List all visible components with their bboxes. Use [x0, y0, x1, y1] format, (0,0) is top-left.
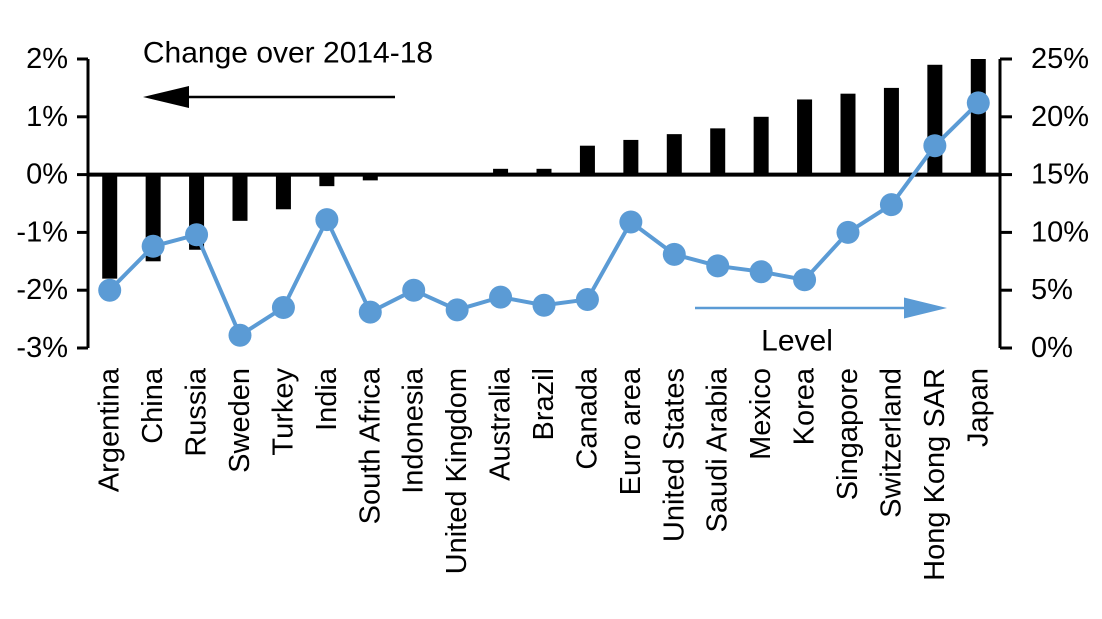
left-axis-tick-label: -1% — [16, 216, 68, 248]
x-axis-category-label: Argentina — [94, 367, 126, 492]
x-axis-category-label: Hong Kong SAR — [919, 368, 951, 581]
bar — [579, 145, 595, 175]
bar — [970, 59, 986, 175]
bar — [362, 174, 378, 181]
bar — [710, 128, 726, 175]
level-marker — [966, 91, 990, 115]
level-marker — [489, 285, 513, 309]
x-axis-category-label: Euro area — [615, 367, 647, 495]
bar-series-annotation-label: Change over 2014-18 — [143, 37, 433, 70]
bar — [927, 64, 943, 175]
x-axis-category-label: Australia — [485, 367, 517, 481]
bar — [319, 174, 335, 187]
level-marker — [358, 300, 382, 324]
x-axis-category-label: Saudi Arabia — [702, 367, 734, 532]
level-marker — [315, 208, 339, 232]
bar — [536, 168, 552, 175]
level-marker — [879, 193, 903, 217]
bar — [623, 139, 639, 175]
right-axis-tick-label: 25% — [1031, 43, 1089, 75]
x-axis-category-label: United Kingdom — [441, 368, 473, 574]
bar — [232, 174, 248, 221]
line-series-annotation-label: Level — [761, 325, 833, 358]
x-axis-category-label: Korea — [789, 367, 821, 445]
bar-series-layer — [102, 59, 986, 279]
bar — [102, 174, 118, 279]
right-axis-tick-label: 15% — [1031, 159, 1089, 191]
x-axis-category-label: China — [137, 367, 169, 444]
x-axis-category-label: United States — [658, 368, 690, 542]
x-axis-category-label: Singapore — [832, 368, 864, 500]
bar — [883, 87, 899, 175]
level-marker — [575, 287, 599, 311]
x-axis-category-label: Indonesia — [398, 367, 430, 494]
right-axis-tick-label: 5% — [1031, 274, 1073, 306]
right-axis-tick-label: 20% — [1031, 101, 1089, 133]
level-marker — [619, 210, 643, 234]
bar — [753, 116, 769, 175]
bar — [493, 168, 509, 175]
axes-layer: 2% 1% 0% -1% -2% -3% 25% 20% 15% 10% 5% 0% — [16, 43, 1089, 364]
right-axis-tick-label: 0% — [1031, 332, 1073, 364]
level-marker — [185, 223, 209, 247]
x-axis-category-label: Switzerland — [875, 368, 907, 518]
left-axis-tick-label: 2% — [26, 43, 68, 75]
level-marker — [271, 296, 295, 320]
left-axis-tick-label: 1% — [26, 101, 68, 133]
x-axis-category-label: Mexico — [745, 368, 777, 460]
x-axis-category-label: Canada — [571, 367, 603, 469]
line-series-layer — [98, 91, 990, 347]
right-arrow-icon — [695, 297, 947, 319]
left-arrow-icon — [143, 86, 395, 108]
level-marker — [228, 323, 252, 347]
x-axis-category-label: Turkey — [267, 368, 299, 456]
category-labels-layer: Argentina China Russia Sweden Turkey India Sou… — [94, 367, 995, 581]
right-axis-tick-label: 10% — [1031, 216, 1089, 248]
level-marker — [98, 278, 122, 302]
bar — [797, 99, 813, 175]
level-marker — [662, 242, 686, 266]
x-axis-category-label: Brazil — [528, 368, 560, 441]
level-marker — [445, 298, 469, 322]
level-marker — [836, 220, 860, 244]
level-marker — [402, 278, 426, 302]
level-marker — [532, 293, 556, 317]
level-marker — [923, 134, 947, 158]
left-axis-tick-label: 0% — [26, 159, 68, 191]
bar — [666, 134, 682, 175]
level-marker — [749, 260, 773, 284]
left-axis-tick-label: -3% — [16, 332, 68, 364]
level-marker — [706, 254, 730, 278]
x-axis-category-label: India — [311, 367, 343, 431]
x-axis-category-label: Russia — [181, 367, 213, 457]
x-axis-category-label: South Africa — [354, 367, 386, 524]
x-axis-category-label: Japan — [962, 368, 994, 447]
bar — [275, 174, 291, 210]
x-axis-category-label: Sweden — [224, 368, 256, 473]
level-marker — [793, 268, 817, 292]
level-marker — [141, 234, 165, 258]
left-axis-tick-label: -2% — [16, 274, 68, 306]
bar — [840, 93, 856, 175]
